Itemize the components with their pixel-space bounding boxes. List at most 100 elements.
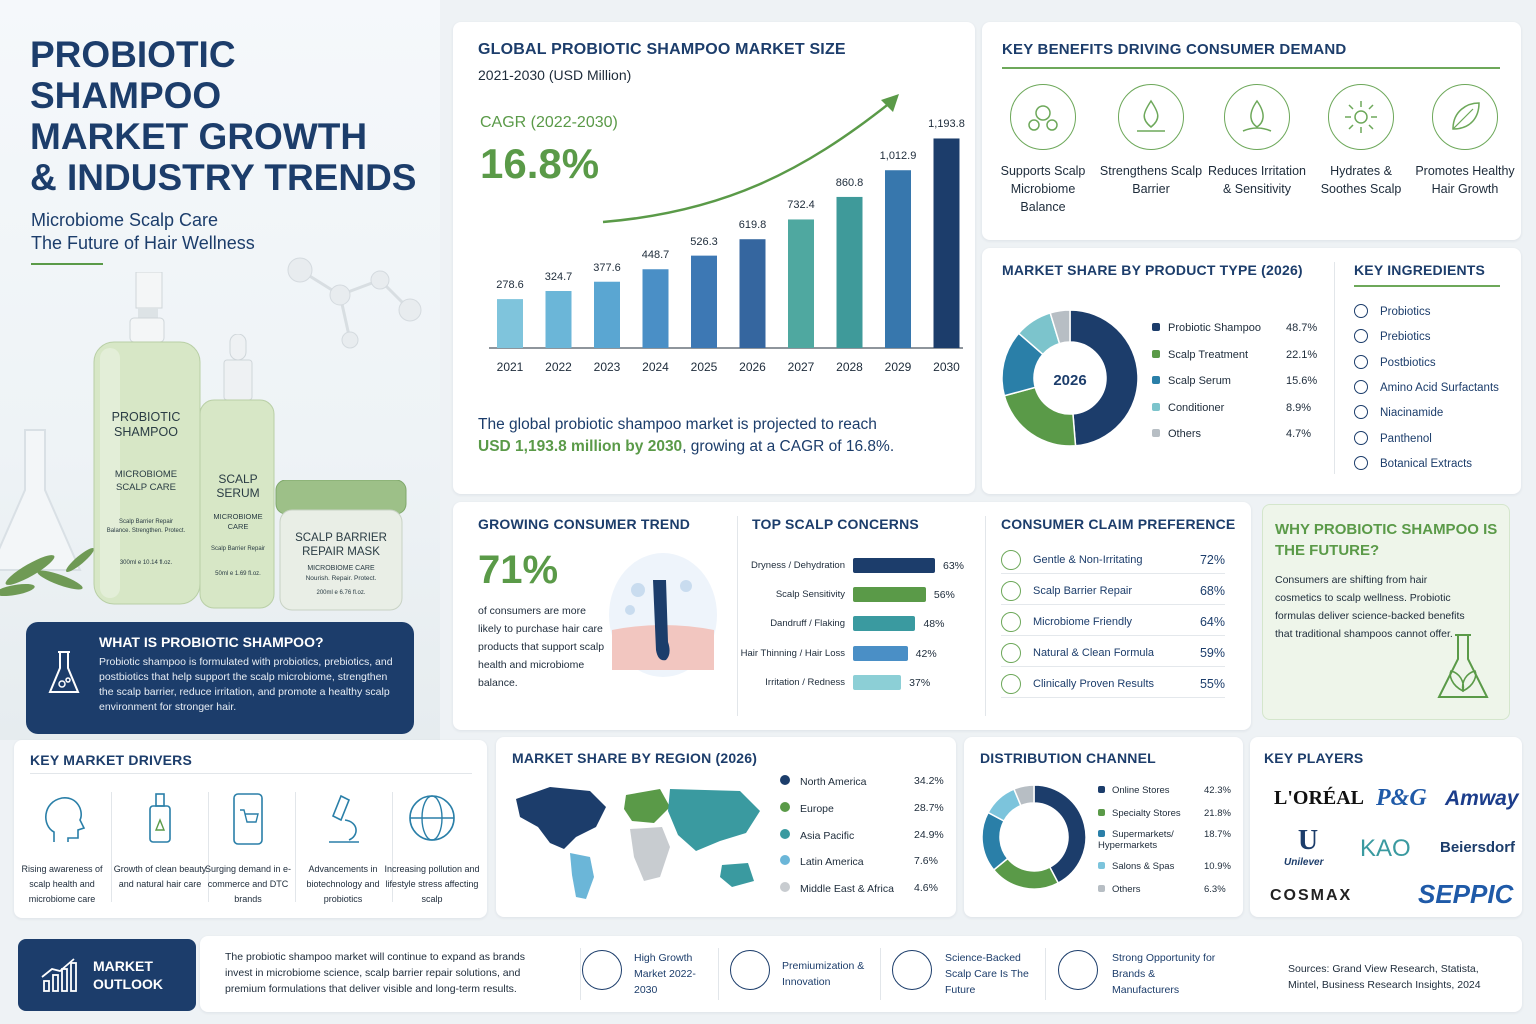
- claim-row: Scalp Barrier Repair 68%: [1001, 581, 1225, 605]
- dist-legend-item: Salons & Spas: [1098, 861, 1194, 872]
- legend-swatch: [1098, 862, 1105, 869]
- bottle1-sub: MICROBIOME SCALP CARE: [114, 469, 178, 493]
- trend-title: GROWING CONSUMER TREND: [478, 516, 691, 532]
- legend-label: North America: [800, 776, 867, 788]
- x-tick-label: 2024: [642, 360, 669, 374]
- bar-2029: [885, 170, 911, 348]
- bar-2030: [933, 138, 960, 348]
- bar-2025: [691, 255, 717, 348]
- dist-legend-value: 10.9%: [1204, 861, 1231, 872]
- check-leaf-icon: [1001, 550, 1021, 570]
- outlook-card: The probiotic shampoo market will contin…: [200, 936, 1522, 1012]
- bottle2-small: Scalp Barrier Repair: [210, 546, 266, 552]
- bar-value-label: 619.8: [738, 219, 767, 232]
- concern-value: 48%: [923, 618, 945, 631]
- cagr-value: 16.8%: [480, 140, 600, 187]
- distribution-title: DISTRIBUTION CHANNEL: [980, 750, 1156, 766]
- legend-value: 4.7%: [1286, 428, 1312, 440]
- legend-swatch: [780, 882, 790, 893]
- claim-row: Microbiome Friendly 64%: [1001, 612, 1225, 636]
- claim-label: Microbiome Friendly: [1033, 616, 1133, 628]
- players-card: KEY PLAYERS L'ORÉAL P&G Amway U Unilever…: [1250, 737, 1522, 917]
- claim-label: Natural & Clean Formula: [1033, 647, 1155, 659]
- bar-value-label: 732.4: [787, 199, 815, 212]
- ingredients-title: KEY INGREDIENTS: [1354, 262, 1486, 278]
- legend-value: 8.9%: [1286, 401, 1312, 414]
- hero-panel: PROBIOTIC SHAMPOO MARKET GROWTH & INDUST…: [0, 0, 440, 740]
- concern-value: 56%: [933, 589, 955, 602]
- bottle1-small: Scalp Barrier Repair Balance. Strengthen…: [106, 519, 186, 534]
- bar-value-label: 324.7: [544, 271, 573, 283]
- innovation-icon: [730, 950, 770, 990]
- outlook-item-1: High Growth Market 2022-2030: [634, 952, 696, 996]
- bar-value-label: 860.8: [835, 176, 864, 189]
- bar-value-label: 278.6: [496, 279, 524, 292]
- ingredient-icon: [1354, 455, 1368, 470]
- ingredient-item: Botanical Extracts: [1354, 455, 1472, 470]
- flask-icon: [48, 651, 80, 693]
- legend-swatch: [1152, 376, 1160, 384]
- legend-swatch: [1098, 786, 1105, 793]
- ingredient-label: Amino Acid Surfactants: [1380, 381, 1499, 394]
- claim-value: 59%: [1199, 646, 1225, 660]
- ingredient-label: Niacinamide: [1380, 407, 1444, 420]
- region-legend-value: 7.6%: [914, 855, 938, 868]
- hero-divider: [31, 263, 103, 265]
- claim-row: Gentle & Non-Irritating 72%: [1001, 550, 1225, 574]
- legend-swatch: [780, 775, 790, 785]
- pg-logo: P&G: [1376, 785, 1427, 811]
- benefit-item: Reduces Irritation & Sensitivity: [1204, 84, 1310, 198]
- serum-bottle: [199, 334, 275, 609]
- region-legend-item: Latin America: [780, 855, 920, 868]
- legend-label: Salons & Spas: [1112, 861, 1175, 872]
- x-tick-label: 2021: [496, 360, 524, 374]
- head-icon: [45, 797, 86, 842]
- outlook-separator: [580, 948, 581, 1000]
- legend-item: Probiotic Shampoo: [1152, 322, 1322, 334]
- legend-label: Others: [1112, 884, 1141, 895]
- concern-value: 42%: [915, 647, 937, 660]
- hero-subtitle-1: Microbiome Scalp Care: [31, 210, 219, 230]
- what-is-text: Probiotic shampoo is formulated with pro…: [99, 656, 393, 713]
- drivers-title: KEY MARKET DRIVERS: [30, 752, 193, 768]
- region-legend-item: Asia Pacific: [780, 828, 920, 842]
- legend-item: Conditioner: [1152, 402, 1322, 414]
- benefit-item: Supports Scalp Microbiome Balance: [990, 84, 1096, 216]
- region-legend-item: Europe: [780, 801, 920, 815]
- trend-text: of consumers are more likely to purchase…: [478, 605, 605, 689]
- microbiome-icon: [1028, 105, 1058, 131]
- claim-label: Clinically Proven Results: [1033, 678, 1155, 690]
- region-card: MARKET SHARE BY REGION (2026) North Amer…: [496, 737, 956, 917]
- legend-label: Conditioner: [1168, 401, 1225, 414]
- dist-legend-item: Specialty Stores: [1098, 808, 1194, 819]
- concern-bar: [853, 674, 902, 690]
- what-is-box: WHAT IS PROBIOTIC SHAMPOO? Probiotic sha…: [26, 622, 414, 734]
- check-leaf-icon: [1001, 612, 1021, 632]
- slice-Specialty Stores: [992, 857, 1060, 890]
- claim-row: Clinically Proven Results 55%: [1001, 674, 1225, 698]
- shampoo-bottle: [93, 272, 201, 605]
- cosmax-logo: COSMAX: [1270, 887, 1353, 904]
- legend-value: 15.6%: [1286, 375, 1318, 387]
- region-legend-item: Middle East & Africa: [780, 882, 920, 895]
- driver-separator: [111, 792, 112, 902]
- benefits-title: KEY BENEFITS DRIVING CONSUMER DEMAND: [1002, 41, 1347, 58]
- claim-value: 68%: [1199, 584, 1225, 598]
- ingredient-icon: [1354, 379, 1368, 394]
- dist-legend-item: Others: [1098, 884, 1194, 895]
- slice-Others: [1049, 309, 1071, 345]
- bar-2024: [642, 269, 669, 348]
- claim-label: Scalp Barrier Repair: [1033, 585, 1133, 597]
- bottle2-sub: MICROBIOME CARE: [213, 512, 263, 531]
- bar-2022: [545, 291, 572, 348]
- science-shield-icon: [892, 950, 932, 990]
- outlook-text: The probiotic shampoo market will contin…: [225, 951, 525, 995]
- what-is-title: WHAT IS PROBIOTIC SHAMPOO?: [99, 634, 324, 650]
- donut-center-label: 2026: [1053, 372, 1087, 389]
- bottle1-name: PROBIOTIC SHAMPOO: [111, 410, 181, 439]
- slice-Scalp Treatment: [1003, 386, 1077, 447]
- slice-Online Stores: [1033, 784, 1087, 885]
- consumer-trend-card: GROWING CONSUMER TREND 71% of consumers …: [453, 502, 1251, 730]
- dist-legend-item: Online Stores: [1098, 785, 1194, 796]
- driver-item: Rising awareness of scalp health and mic…: [14, 790, 110, 907]
